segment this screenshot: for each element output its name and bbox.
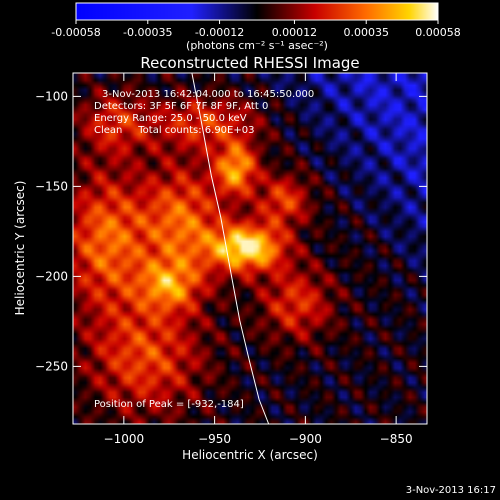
plot-frame [72, 72, 428, 425]
colorbar-tick-label: 0.00058 [415, 26, 461, 39]
annotation-peak-position: Position of Peak = [-932,-184] [94, 399, 244, 410]
x-axis-label: Heliocentric X (arcsec) [182, 448, 318, 462]
y-tick-label: −250 [35, 359, 68, 373]
colorbar-tick-label: -0.00012 [195, 26, 244, 39]
colorbar-tick-label: -0.00035 [123, 26, 172, 39]
plot-area: −1000 −950 −900 −850 −100 −150 −200 −250 [35, 72, 428, 446]
footer-timestamp: 3-Nov-2013 16:17 [406, 485, 496, 496]
x-tick-label: −950 [198, 432, 231, 446]
annotation-time-range: 3-Nov-2013 16:42:04.000 to 16:45:50.000 [102, 89, 314, 100]
x-tick-label: −1000 [104, 432, 145, 446]
colorbar-gradient [75, 2, 439, 21]
colorbar-unit-label: (photons cm⁻² s⁻¹ asec⁻²) [186, 39, 328, 52]
annotation-detectors: Detectors: 3F 5F 6F 7F 8F 9F, Att 0 [94, 101, 268, 112]
x-tick-label: −850 [380, 432, 413, 446]
colorbar-tick-label: -0.00058 [51, 26, 100, 39]
colorbar-ticks: -0.00058 -0.00035 -0.00012 0.00012 0.00035 0.… [51, 20, 461, 39]
x-tick-label: −900 [289, 432, 322, 446]
colorbar-tick-label: 0.00012 [272, 26, 318, 39]
colorbar-tick-label: 0.00035 [343, 26, 389, 39]
y-tick-label: −100 [35, 89, 68, 103]
axis-ticks: −1000 −950 −900 −850 −100 −150 −200 −250 [35, 73, 427, 446]
solar-limb-curve [191, 73, 270, 424]
annotation-energy-range: Energy Range: 25.0 - 50.0 keV [94, 113, 247, 124]
annotations: 3-Nov-2013 16:42:04.000 to 16:45:50.000 … [94, 89, 314, 410]
y-axis-label: Heliocentric Y (arcsec) [13, 181, 27, 316]
annotation-clean-counts: Clean Total counts: 6.90E+03 [94, 125, 254, 136]
chart-title: Reconstructed RHESSI Image [140, 54, 359, 72]
y-tick-label: −150 [35, 179, 68, 193]
colorbar: -0.00058 -0.00035 -0.00012 0.00012 0.00035 0.… [51, 2, 461, 52]
y-tick-label: −200 [35, 269, 68, 283]
heatmap-image [73, 73, 427, 424]
